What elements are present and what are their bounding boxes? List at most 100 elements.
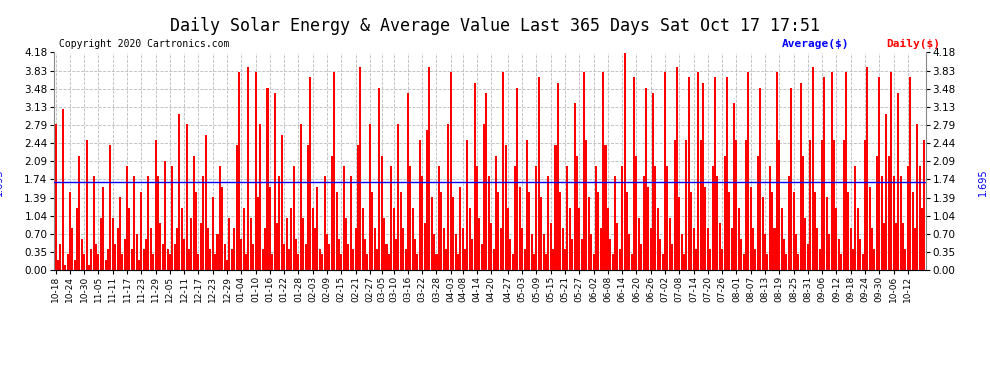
Bar: [183, 239, 185, 270]
Bar: [802, 156, 804, 270]
Bar: [441, 192, 443, 270]
Bar: [157, 176, 159, 270]
Bar: [856, 207, 858, 270]
Bar: [64, 265, 66, 270]
Bar: [71, 228, 73, 270]
Bar: [454, 234, 456, 270]
Bar: [95, 244, 97, 270]
Bar: [536, 166, 538, 270]
Bar: [573, 104, 575, 270]
Bar: [871, 228, 873, 270]
Bar: [609, 239, 611, 270]
Bar: [652, 93, 654, 270]
Bar: [257, 197, 259, 270]
Bar: [76, 207, 78, 270]
Bar: [709, 249, 711, 270]
Bar: [122, 254, 124, 270]
Bar: [309, 78, 311, 270]
Bar: [461, 228, 463, 270]
Bar: [678, 197, 680, 270]
Bar: [231, 249, 233, 270]
Bar: [90, 249, 92, 270]
Bar: [629, 234, 631, 270]
Bar: [512, 254, 514, 270]
Bar: [883, 223, 885, 270]
Bar: [54, 124, 56, 270]
Bar: [333, 72, 336, 270]
Bar: [193, 156, 195, 270]
Bar: [281, 135, 283, 270]
Bar: [836, 207, 838, 270]
Bar: [164, 161, 166, 270]
Bar: [485, 93, 487, 270]
Bar: [421, 176, 423, 270]
Bar: [721, 249, 723, 270]
Bar: [146, 239, 148, 270]
Bar: [902, 223, 904, 270]
Bar: [588, 197, 590, 270]
Bar: [429, 67, 431, 270]
Bar: [141, 192, 143, 270]
Bar: [69, 192, 71, 270]
Bar: [766, 254, 768, 270]
Bar: [478, 218, 480, 270]
Bar: [744, 140, 746, 270]
Bar: [397, 124, 399, 270]
Bar: [544, 254, 547, 270]
Bar: [821, 140, 823, 270]
Bar: [433, 234, 436, 270]
Bar: [726, 78, 728, 270]
Bar: [797, 254, 799, 270]
Bar: [529, 192, 531, 270]
Bar: [73, 260, 75, 270]
Bar: [417, 254, 419, 270]
Bar: [807, 244, 809, 270]
Bar: [641, 244, 643, 270]
Bar: [271, 254, 273, 270]
Bar: [159, 223, 161, 270]
Bar: [419, 140, 421, 270]
Bar: [78, 156, 80, 270]
Bar: [747, 72, 749, 270]
Bar: [321, 254, 324, 270]
Bar: [833, 140, 835, 270]
Bar: [464, 249, 466, 270]
Bar: [521, 228, 523, 270]
Bar: [595, 166, 597, 270]
Bar: [138, 260, 140, 270]
Bar: [402, 228, 404, 270]
Bar: [219, 166, 221, 270]
Bar: [349, 176, 351, 270]
Bar: [331, 156, 333, 270]
Bar: [697, 72, 699, 270]
Bar: [407, 93, 409, 270]
Bar: [329, 244, 331, 270]
Bar: [738, 207, 740, 270]
Bar: [85, 140, 87, 270]
Bar: [252, 244, 254, 270]
Bar: [626, 192, 628, 270]
Bar: [395, 239, 397, 270]
Bar: [459, 187, 461, 270]
Bar: [426, 129, 428, 270]
Bar: [197, 254, 199, 270]
Bar: [357, 145, 359, 270]
Bar: [683, 254, 685, 270]
Bar: [302, 218, 304, 270]
Bar: [409, 166, 411, 270]
Bar: [912, 192, 914, 270]
Bar: [314, 228, 316, 270]
Bar: [388, 254, 390, 270]
Bar: [873, 249, 875, 270]
Bar: [393, 207, 395, 270]
Bar: [248, 67, 249, 270]
Bar: [83, 254, 85, 270]
Bar: [566, 166, 568, 270]
Bar: [509, 239, 511, 270]
Bar: [673, 140, 675, 270]
Bar: [195, 192, 197, 270]
Bar: [893, 176, 895, 270]
Bar: [809, 140, 811, 270]
Bar: [700, 140, 702, 270]
Bar: [424, 223, 426, 270]
